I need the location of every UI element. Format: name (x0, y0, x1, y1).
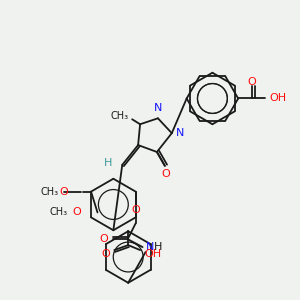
Text: CH₃: CH₃ (50, 207, 68, 218)
Text: CH₃: CH₃ (40, 187, 58, 196)
Text: H: H (154, 242, 162, 252)
Text: O: O (102, 249, 110, 259)
Text: O: O (161, 169, 170, 179)
Text: OH: OH (269, 94, 286, 103)
Text: H: H (104, 158, 112, 168)
Text: O: O (131, 206, 140, 215)
Text: N: N (176, 128, 184, 138)
Text: CH₃: CH₃ (110, 111, 128, 121)
Text: O: O (99, 234, 108, 244)
Text: O: O (248, 76, 256, 87)
Text: O: O (72, 207, 81, 218)
Text: N: N (154, 103, 162, 113)
Text: N: N (146, 242, 154, 252)
Text: O: O (59, 187, 68, 196)
Text: OH: OH (144, 249, 161, 259)
